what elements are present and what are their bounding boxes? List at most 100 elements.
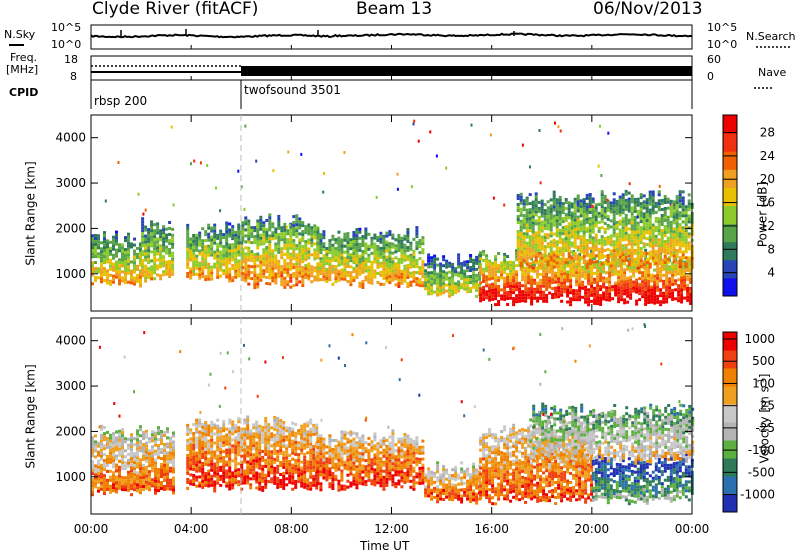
data-cell (603, 221, 607, 225)
data-cell (594, 209, 598, 213)
data-cell (678, 262, 682, 266)
data-cell (231, 243, 235, 247)
data-cell (527, 281, 531, 285)
data-cell (130, 469, 133, 473)
data-cell (168, 227, 172, 230)
data-cell (472, 276, 476, 280)
data-cell (494, 303, 498, 307)
data-cell (331, 264, 335, 268)
data-cell (225, 433, 229, 437)
data-cell (195, 254, 199, 258)
data-cell (289, 225, 293, 229)
data-cell (600, 208, 604, 212)
data-cell (488, 268, 492, 272)
data-cell (596, 299, 600, 303)
data-cell (561, 253, 565, 257)
data-cell (295, 268, 299, 272)
data-cell (479, 251, 483, 255)
data-cell (337, 257, 341, 261)
data-cell (587, 270, 591, 274)
data-cell (219, 456, 223, 460)
data-cell (279, 434, 283, 437)
data-cell (567, 201, 571, 205)
data-cell (674, 264, 678, 268)
data-cell (201, 428, 205, 432)
data-cell (121, 249, 124, 253)
data-cell (379, 252, 383, 256)
data-cell (689, 278, 693, 281)
data-cell (115, 251, 118, 255)
data-cell (103, 279, 106, 283)
data-cell (615, 199, 619, 203)
data-cell (531, 266, 535, 270)
data-cell (201, 440, 205, 444)
data-cell (555, 204, 559, 208)
data-cell (310, 244, 314, 248)
data-cell (144, 208, 147, 212)
data-cell (225, 248, 229, 252)
data-cell (231, 249, 235, 253)
data-cell (121, 264, 124, 268)
data-cell (515, 252, 519, 256)
data-cell (675, 213, 679, 217)
data-cell (388, 275, 392, 279)
data-cell (222, 254, 226, 258)
data-cell (675, 231, 679, 235)
data-cell (97, 459, 100, 463)
data-cell (600, 235, 604, 239)
data-cell (109, 448, 112, 452)
data-cell (277, 250, 281, 254)
data-cell (163, 458, 166, 461)
data-cell (400, 257, 404, 261)
data-cell (240, 475, 244, 479)
data-cell (675, 210, 679, 214)
data-cell (346, 271, 350, 274)
data-cell (663, 240, 667, 243)
data-cell (234, 454, 238, 458)
data-cell (675, 252, 679, 256)
data-cell (516, 251, 520, 254)
data-cell (322, 257, 326, 261)
data-cell (639, 220, 643, 224)
data-cell (515, 270, 519, 274)
data-cell (543, 224, 547, 228)
data-cell (276, 416, 280, 420)
data-cell (213, 465, 217, 469)
data-cell (546, 215, 550, 219)
data-cell (624, 243, 628, 247)
data-cell (295, 217, 299, 221)
data-cell (539, 260, 543, 264)
data-cell (576, 206, 580, 210)
data-cell (210, 238, 214, 242)
data-cell (136, 465, 139, 469)
data-cell (210, 450, 214, 454)
data-cell (139, 449, 142, 453)
data-cell (581, 268, 585, 272)
data-cell (654, 210, 658, 214)
data-cell (512, 267, 516, 271)
data-cell (115, 481, 118, 485)
data-cell (633, 233, 637, 237)
data-cell (519, 219, 523, 223)
data-cell (397, 267, 401, 270)
data-cell (304, 243, 308, 247)
data-cell (219, 447, 223, 451)
data-cell (525, 214, 529, 218)
data-cell (430, 274, 434, 278)
data-cell (593, 286, 597, 290)
data-cell (150, 271, 154, 275)
data-cell (168, 254, 172, 257)
data-cell (213, 253, 217, 257)
data-cell (283, 246, 287, 250)
data-cell (343, 256, 347, 260)
data-cell (564, 228, 568, 231)
data-cell (439, 271, 443, 275)
data-cell (364, 233, 368, 237)
data-cell (169, 439, 172, 443)
data-cell (651, 235, 655, 239)
data-cell (391, 257, 395, 261)
data-cell (415, 226, 419, 230)
data-cell (412, 255, 416, 259)
data-cell (635, 260, 639, 264)
data-cell (618, 246, 622, 250)
